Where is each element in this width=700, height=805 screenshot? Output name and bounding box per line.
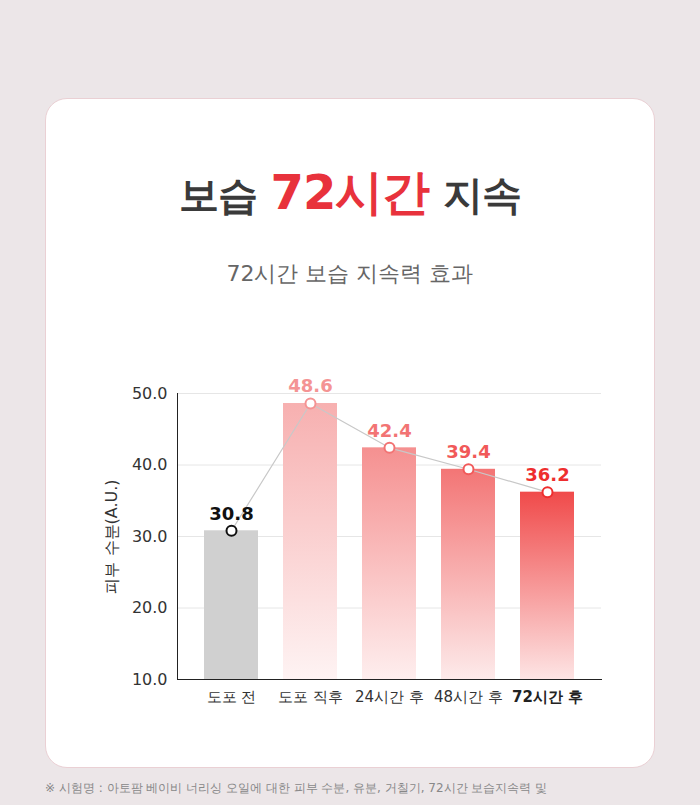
svg-text:72시간 후: 72시간 후 <box>512 688 583 706</box>
html-text:보습 72시간 지속: 보습 72시간 지속 <box>179 164 521 220</box>
svg-text:42.4: 42.4 <box>367 420 411 441</box>
svg-text:10.0: 10.0 <box>132 670 168 689</box>
svg-text:30.0: 30.0 <box>132 527 168 546</box>
svg-text:피부 수분(A.U.): 피부 수분(A.U.) <box>102 479 121 593</box>
svg-text:50.0: 50.0 <box>132 384 168 403</box>
html-text:※ 시험명 : 아토팜 베이비 너리싱 오일에 대한 피부: ※ 시험명 : 아토팜 베이비 너리싱 오일에 대한 피부 수분, 유분, 거칠… <box>45 781 548 795</box>
svg-text:48.6: 48.6 <box>288 375 332 396</box>
svg-text:20.0: 20.0 <box>132 598 168 617</box>
svg-text:36.2: 36.2 <box>525 464 569 485</box>
svg-text:48시간 후: 48시간 후 <box>434 688 503 706</box>
html-text:72시간 보습 지속력 효과: 72시간 보습 지속력 효과 <box>226 261 474 286</box>
svg-text:40.0: 40.0 <box>132 455 168 474</box>
svg-text:24시간 후: 24시간 후 <box>355 688 424 706</box>
svg-text:30.8: 30.8 <box>209 503 253 524</box>
svg-text:도포 전: 도포 전 <box>207 688 257 706</box>
svg-text:39.4: 39.4 <box>446 441 490 462</box>
svg-text:도포 직후: 도포 직후 <box>278 688 343 706</box>
